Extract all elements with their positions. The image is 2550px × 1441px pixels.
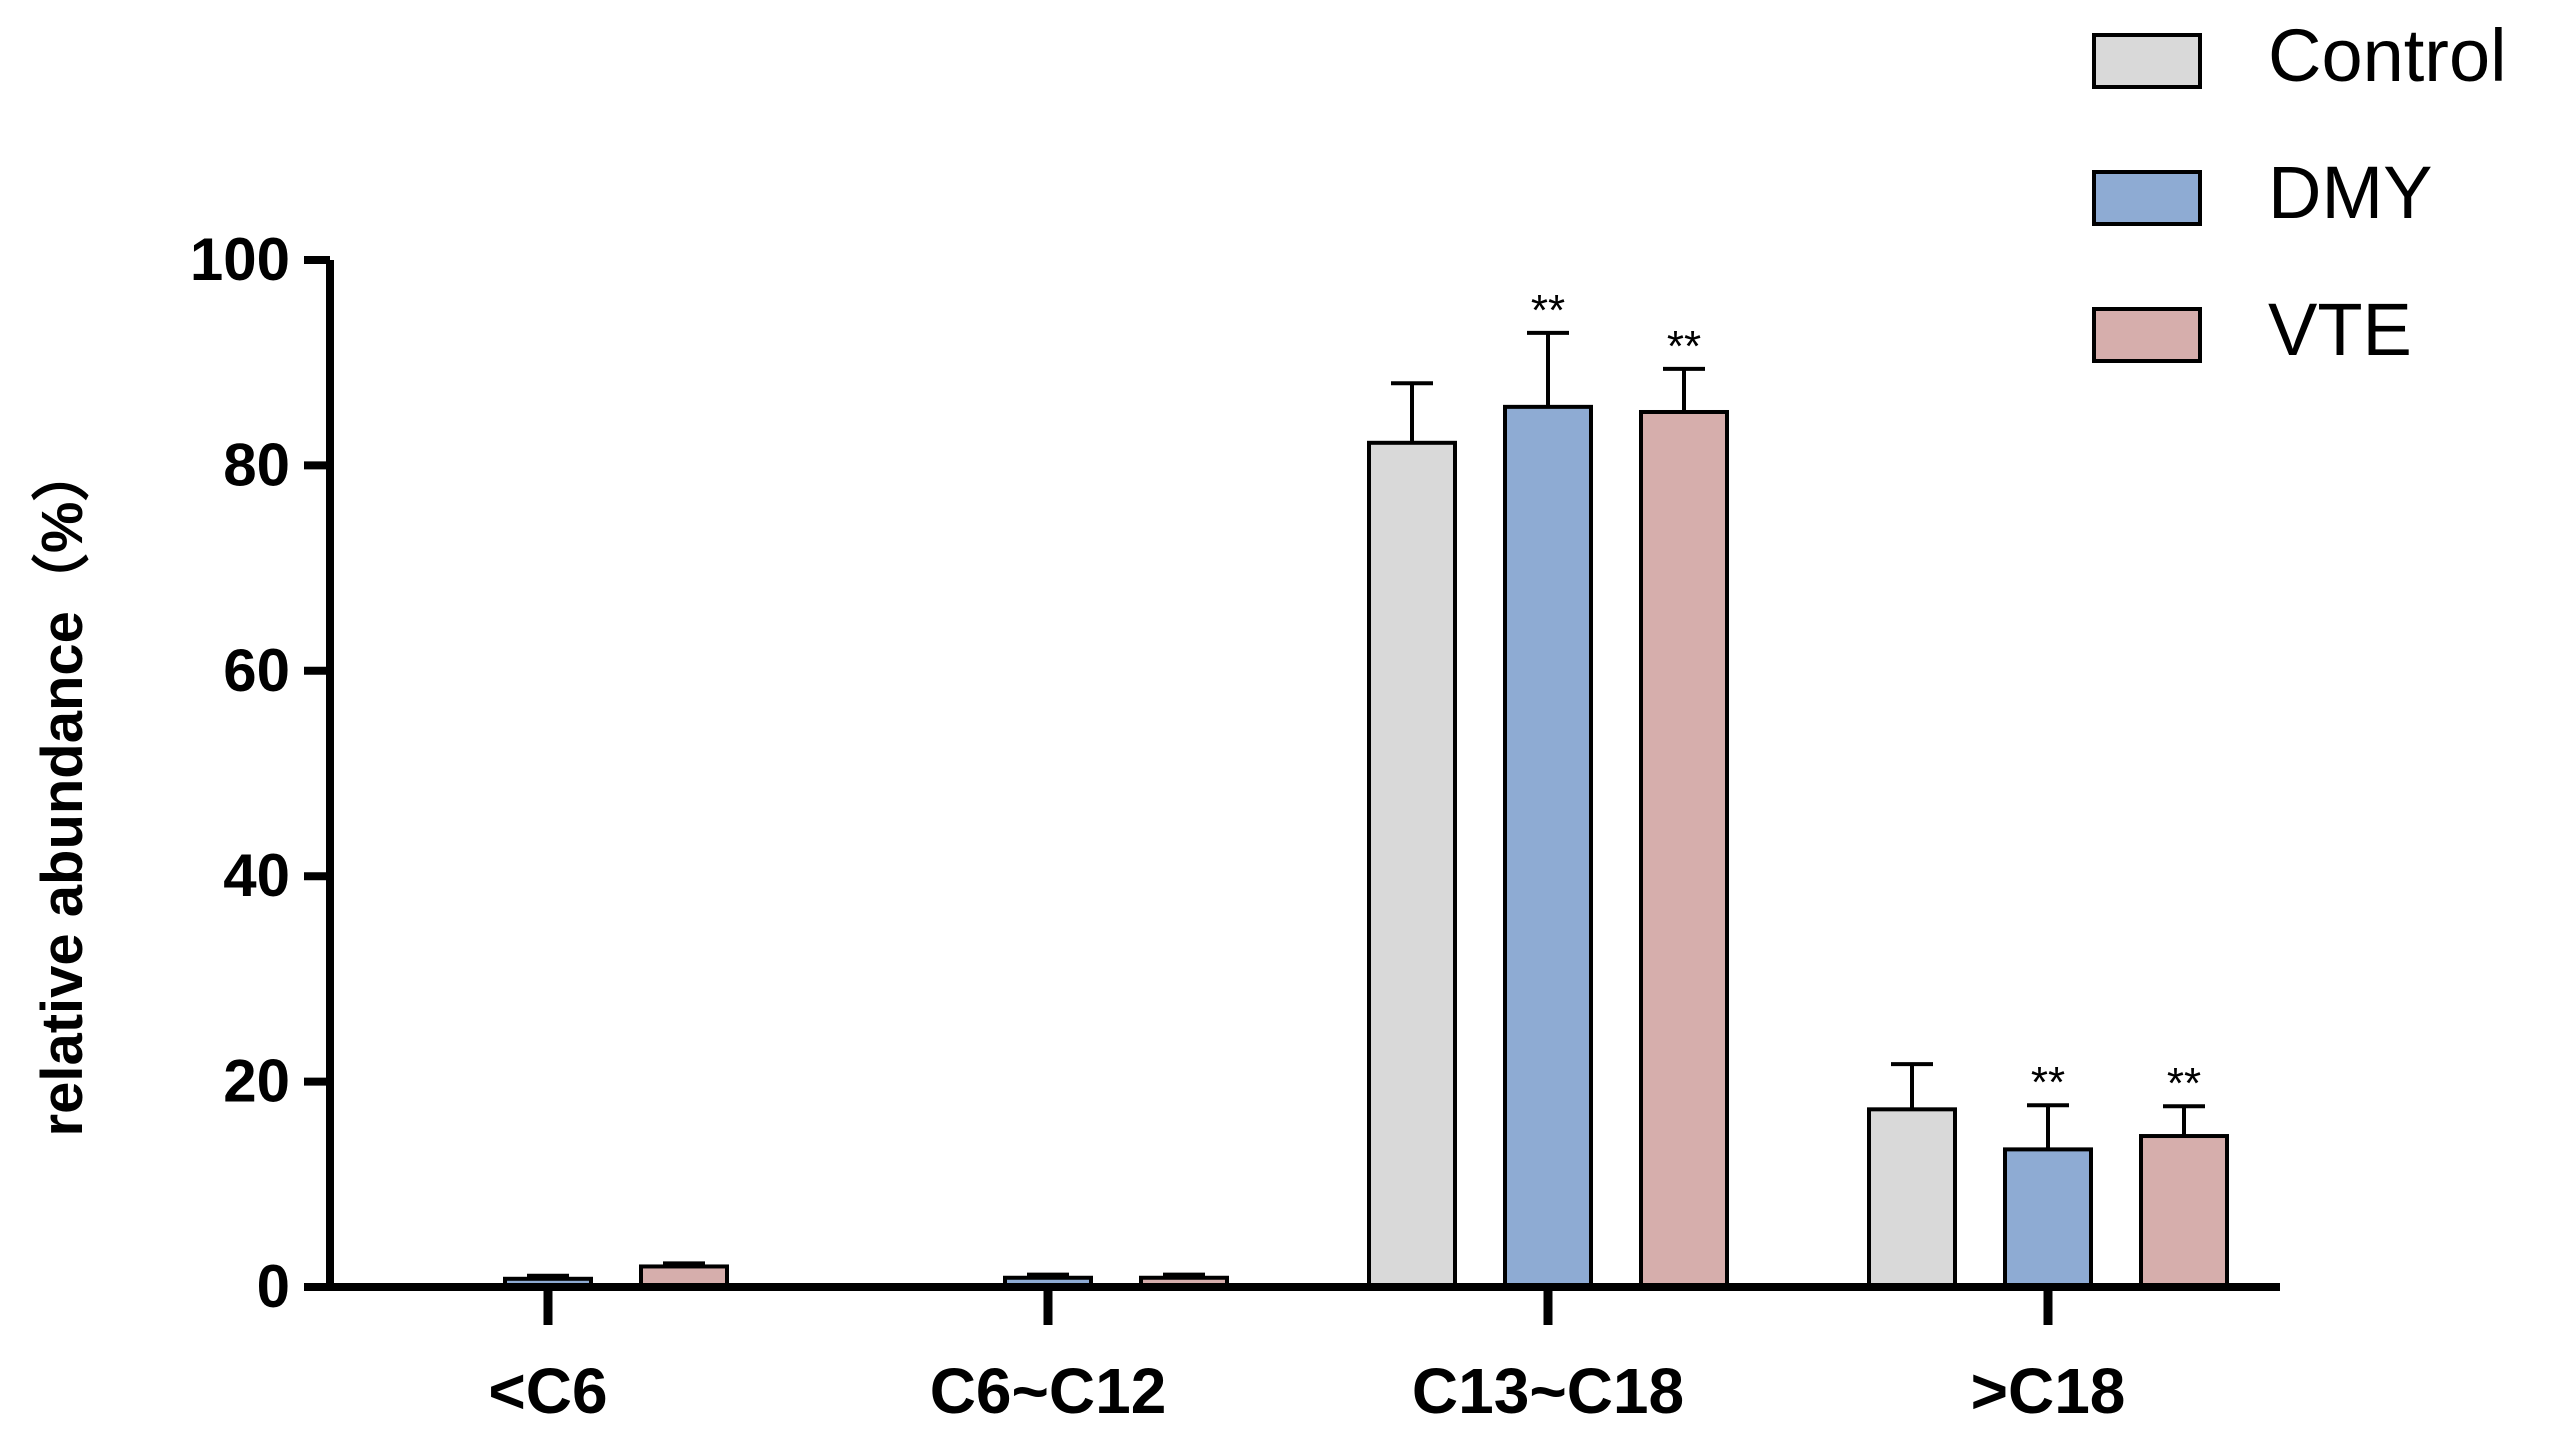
legend-label: DMY [2268, 151, 2432, 234]
x-tick-label: <C6 [488, 1355, 607, 1427]
x-tick-label: >C18 [1971, 1355, 2126, 1427]
bar [2003, 1147, 2093, 1289]
bar [1639, 409, 1729, 1290]
y-tick-label: 0 [257, 1253, 290, 1320]
legend-label: VTE [2268, 288, 2412, 371]
x-tick-label: C13~C18 [1412, 1355, 1684, 1427]
bar [1867, 1107, 1957, 1289]
bar [1367, 440, 1457, 1289]
significance-label: ** [2031, 1058, 2065, 1107]
legend-label: Control [2268, 14, 2507, 97]
bar [2139, 1134, 2229, 1289]
legend: Control DMY VTE [2092, 14, 2507, 371]
legend-swatch [2092, 307, 2202, 363]
plot-area: ** ** ** ** 0 20 40 60 80 100 <C6 C6~C12 C13~C18 >C18 [190, 226, 2280, 1427]
legend-swatch [2092, 33, 2202, 89]
x-tick-label: C6~C12 [930, 1355, 1167, 1427]
y-tick-label: 80 [223, 431, 290, 498]
y-tick-label: 60 [223, 637, 290, 704]
y-tick-label: 20 [223, 1048, 290, 1115]
significance-label: ** [1667, 322, 1701, 371]
y-tick-label: 100 [190, 226, 290, 293]
significance-label: ** [1531, 286, 1565, 335]
bar [1503, 404, 1593, 1289]
y-tick-label: 40 [223, 842, 290, 909]
significance-label: ** [2167, 1059, 2201, 1108]
y-axis-label: relative abundance（%） [30, 444, 95, 1137]
legend-swatch [2092, 170, 2202, 226]
